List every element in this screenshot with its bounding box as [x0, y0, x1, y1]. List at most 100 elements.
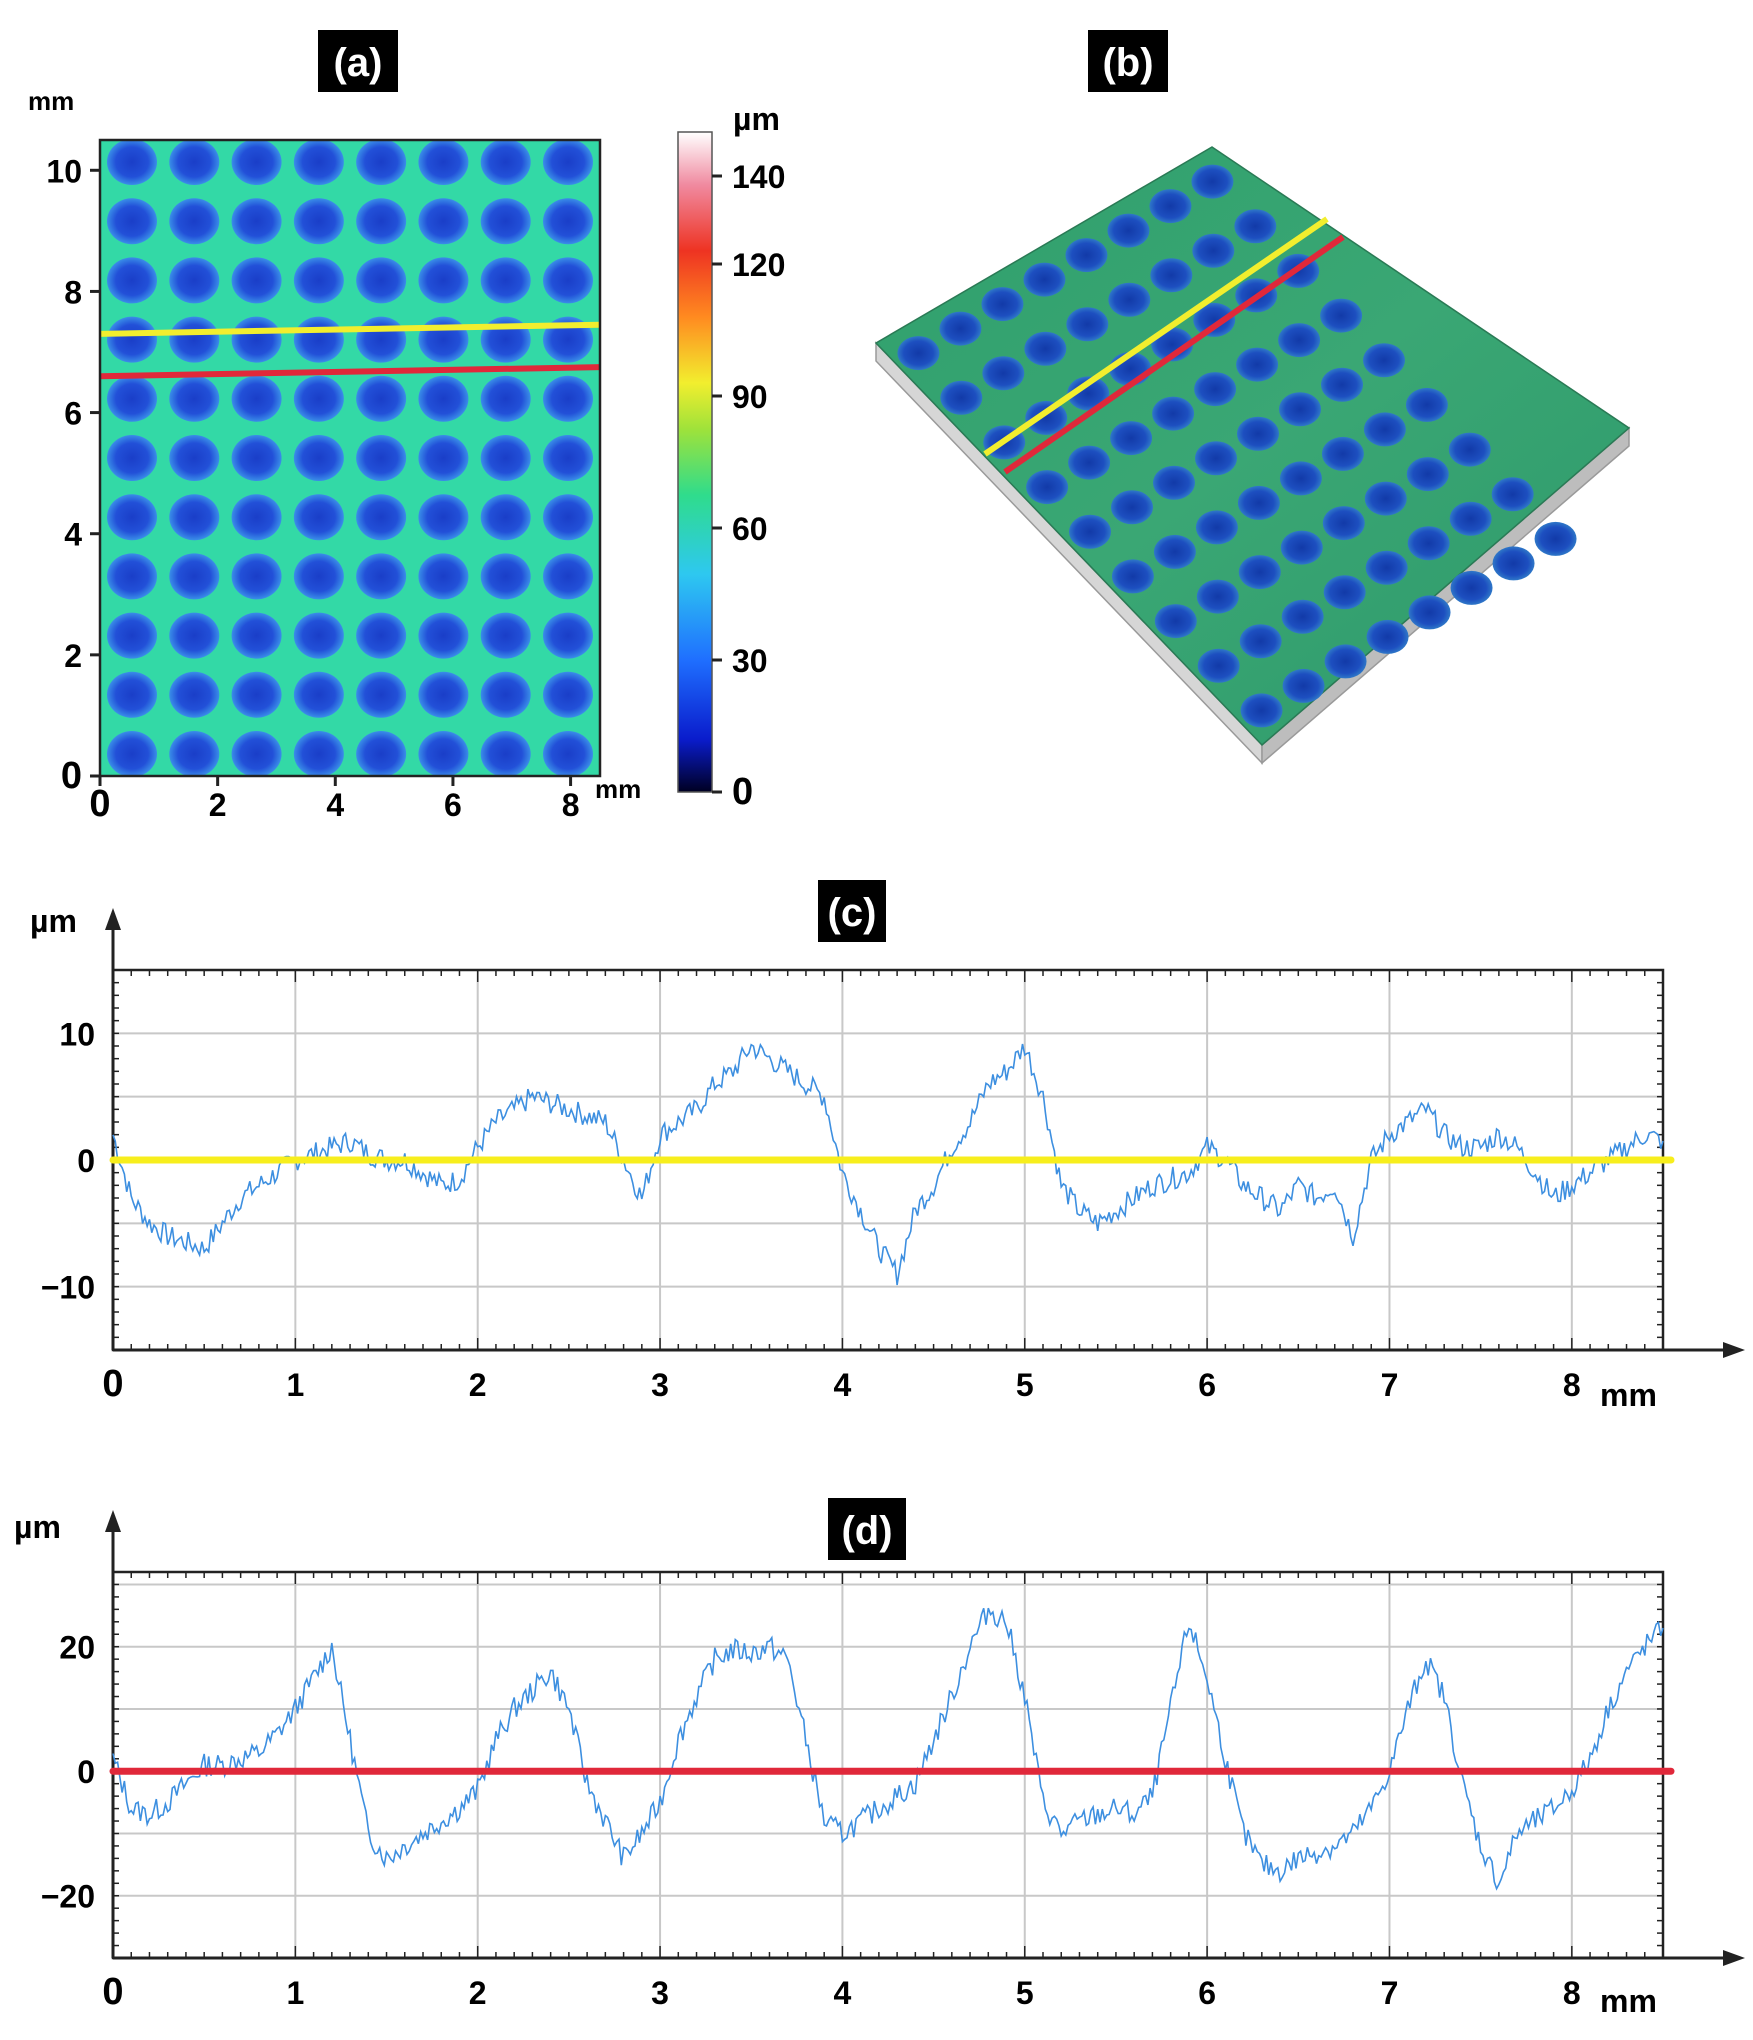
height-map-dimple [356, 671, 407, 718]
panel-d-label: (d) [841, 1509, 892, 1553]
height-map-dimple [543, 198, 593, 245]
colorbar [677, 131, 713, 793]
surface-dimple [1237, 416, 1279, 451]
height-map-dimple [480, 139, 531, 185]
panel-a-y-tick-label: 0 [61, 755, 82, 797]
surface-dimple [1237, 485, 1280, 520]
height-map-dimple [169, 139, 220, 185]
height-map-dimple [293, 139, 344, 185]
height-map-dimple [418, 375, 469, 422]
surface-dimple [1111, 490, 1153, 525]
colorbar-tick-label: 120 [732, 247, 785, 283]
surface-dimple [1324, 644, 1367, 679]
surface-dimple [1069, 514, 1111, 549]
height-map-dimple [418, 316, 469, 363]
c-x-tick-label: 8 [1563, 1367, 1581, 1403]
surface-dimple [1154, 604, 1197, 639]
surface-dimple [1153, 534, 1196, 569]
surface-dimple [1067, 376, 1110, 411]
panel-a-y-tick-label: 6 [64, 396, 82, 432]
height-map-dimple [169, 435, 220, 481]
height-map-dimple [231, 731, 282, 777]
d-x-tick-label: 8 [1563, 1975, 1581, 2011]
surface-dimple [1281, 599, 1324, 634]
panel-c: (c) µm mm 0 1 2 3 4 5 6 7 8 −10 0 10 [30, 880, 1745, 1413]
surface-dimples [897, 164, 1577, 728]
panel-c-y-unit: µm [30, 903, 77, 939]
panel-c-tag: (c) [818, 880, 886, 942]
height-map-dimple [169, 671, 220, 718]
height-map-dimple [169, 494, 220, 541]
surface-dimple [1197, 648, 1240, 683]
surface-dimple [1492, 546, 1535, 581]
surface-dimple [1406, 457, 1449, 492]
height-map-dimple [293, 671, 344, 718]
height-map-dimple [356, 257, 407, 304]
height-map-dimple [107, 139, 157, 185]
panel-a-x-tick-label: 4 [326, 787, 344, 823]
surface-dimple [1068, 445, 1111, 480]
surface-dimple [1193, 302, 1236, 337]
height-map-dimple [231, 198, 282, 245]
height-map-dimple [543, 139, 593, 185]
height-map-dimple [543, 257, 593, 304]
height-map-dimple [293, 198, 344, 245]
height-map-dimple [231, 494, 282, 541]
height-map-dimple [293, 375, 344, 422]
panel-a-x-tick-label: 6 [444, 787, 462, 823]
height-map-dimple [543, 731, 593, 777]
yellow-profile-line [99, 321, 601, 337]
surface-dimple [1363, 343, 1405, 378]
surface-dimple [1363, 412, 1406, 447]
height-map-dimple [107, 198, 157, 245]
panel-c-label: (c) [828, 891, 877, 935]
panel-d: (d) µm mm 0 1 2 3 4 5 6 7 8 −20 0 20 [14, 1498, 1745, 2019]
surface-dimple [1150, 258, 1193, 293]
panel-a: (a) mm mm 0 2 4 6 8 0 2 4 6 8 10 µm 0 30 60 90 120 140 [28, 30, 785, 825]
height-map-dimple [356, 553, 407, 600]
surface-dimple [1321, 367, 1363, 402]
surface-dimple [1192, 233, 1235, 268]
surface-dimple [1023, 262, 1066, 297]
panel-b: (b) [874, 30, 1631, 765]
panel-a-y-tick-label: 2 [64, 638, 82, 674]
height-map-dimple [480, 375, 531, 422]
c-profile-series [112, 1042, 1664, 1286]
height-map-dimple [480, 671, 531, 718]
surface-dimple [1449, 501, 1492, 536]
height-map-dimple [543, 494, 593, 541]
height-map-dimple [107, 671, 157, 718]
panel-d-plot: 0 1 2 3 4 5 6 7 8 −20 0 20 [41, 1510, 1745, 2013]
height-map-dimple [418, 553, 469, 600]
height-map-dimple [169, 731, 220, 777]
height-map-dimple [418, 198, 469, 245]
height-map-dimple [356, 731, 407, 777]
height-map-dimple [293, 731, 344, 777]
height-map-dimple [480, 494, 531, 541]
d-x-tick-label: 6 [1198, 1975, 1216, 2011]
height-map-dimple [293, 553, 344, 600]
surface-dimple [1153, 465, 1195, 500]
height-map-dimple [356, 316, 407, 363]
height-map-dimple [418, 139, 469, 185]
surface-dimple [1110, 421, 1153, 456]
surface-dimple [1366, 619, 1409, 654]
surface-dimple [1407, 526, 1450, 561]
surface-dimple [1194, 372, 1237, 407]
panel-d-y-unit: µm [14, 1509, 61, 1545]
surface-dimple [1279, 392, 1321, 427]
height-map-dimple [480, 612, 531, 659]
panel-a-y-unit: mm [28, 86, 74, 116]
height-map-dimple [231, 375, 282, 422]
height-map-dimple [356, 435, 407, 481]
panel-a-x-tick-label: 8 [562, 787, 580, 823]
panel-a-y-tick-label: 10 [46, 153, 82, 189]
height-map-dimple [356, 375, 407, 422]
height-map-dimple [480, 435, 531, 481]
c-x-tick-label: 1 [286, 1367, 304, 1403]
height-map-dimple [231, 553, 282, 600]
surface-dimple [1025, 400, 1068, 435]
panel-a-y-tick-label: 8 [64, 274, 82, 310]
surface-dimple [1282, 668, 1325, 703]
